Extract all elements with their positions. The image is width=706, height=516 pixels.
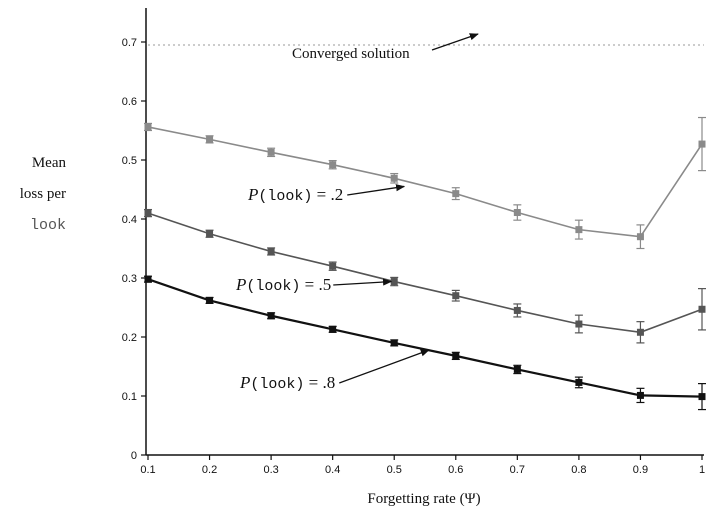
series-line [147, 126, 703, 238]
data-point [513, 306, 521, 314]
x-tick-label: 0.2 [202, 464, 217, 476]
x-axis-label: Forgetting rate (Ψ) [367, 491, 480, 507]
series-2 [144, 275, 706, 411]
data-point [575, 378, 583, 386]
series-label-look-0.5: P(look) = .5 [235, 275, 331, 295]
label-look: (look) [258, 188, 312, 205]
axes: 00.10.20.30.40.50.60.70.1 0.2 0.3 0.4 0.5 0.6… [122, 8, 705, 476]
data-point [513, 209, 521, 217]
y-tick-label: 0.4 [122, 214, 137, 226]
label-look: (look) [246, 278, 300, 295]
series-label-look-0.8: P(look) = .8 [239, 373, 335, 393]
data-point [144, 209, 152, 217]
x-tick-label: 0.3 [263, 464, 278, 476]
series-1-arrow [333, 278, 393, 286]
y-tick-label: 0.6 [122, 96, 137, 108]
data-point [513, 365, 521, 373]
label-value: = .8 [304, 373, 335, 392]
data-point [144, 275, 152, 283]
data-point [206, 230, 214, 238]
data-point [267, 247, 275, 255]
data-point [329, 161, 337, 169]
data-point [267, 148, 275, 156]
series-0-arrow [347, 184, 406, 196]
y-axis-label-line-1: Mean [32, 155, 67, 171]
data-point [206, 296, 214, 304]
y-tick-label: 0.3 [122, 273, 137, 285]
data-point [390, 174, 398, 182]
series-label-look-0.2: P(look) = .2 [247, 185, 343, 205]
series-line [147, 278, 703, 398]
data-point [636, 328, 644, 336]
y-tick-label: 0.7 [122, 37, 137, 49]
data-point [636, 233, 644, 241]
converged-solution-label: Converged solution [292, 46, 410, 62]
x-tick-label: 0.1 [140, 464, 155, 476]
y-tick-label: 0.5 [122, 155, 137, 167]
label-value: = .5 [300, 275, 331, 294]
data-point [329, 325, 337, 333]
y-axis-label-line-2: loss per [20, 186, 66, 202]
x-tick-label: 0.7 [510, 464, 525, 476]
x-tick-label: 0.6 [448, 464, 463, 476]
label-p: P [247, 185, 258, 204]
y-axis-label-line-3: look [30, 217, 66, 234]
data-point [206, 135, 214, 143]
data-point [144, 123, 152, 131]
data-point [390, 278, 398, 286]
x-tick-label: 0.5 [387, 464, 402, 476]
converged-arrow [431, 33, 479, 51]
series-2-arrow [339, 349, 430, 384]
series-1 [144, 208, 706, 344]
series-line [147, 212, 703, 334]
data-point [452, 352, 460, 360]
x-tick-label: 0.4 [325, 464, 340, 476]
data-point [575, 226, 583, 234]
y-tick-label: 0 [131, 450, 137, 462]
y-tick-label: 0.2 [122, 332, 137, 344]
x-tick-label: 1 [699, 464, 705, 476]
data-point [698, 140, 706, 148]
label-p: P [239, 373, 250, 392]
data-point [390, 339, 398, 347]
series-group [144, 116, 706, 411]
data-point [452, 190, 460, 198]
label-value: = .2 [312, 185, 343, 204]
x-tick-label: 0.8 [571, 464, 586, 476]
data-point [267, 312, 275, 320]
y-tick-label: 0.1 [122, 391, 137, 403]
x-tick-label: 0.9 [633, 464, 648, 476]
label-look: (look) [250, 376, 304, 393]
series-0 [144, 116, 706, 250]
data-point [329, 262, 337, 270]
data-point [636, 391, 644, 399]
annotations [333, 33, 479, 384]
data-point [698, 393, 706, 401]
data-point [575, 320, 583, 328]
data-point [452, 292, 460, 300]
data-point [698, 305, 706, 313]
label-p: P [235, 275, 246, 294]
